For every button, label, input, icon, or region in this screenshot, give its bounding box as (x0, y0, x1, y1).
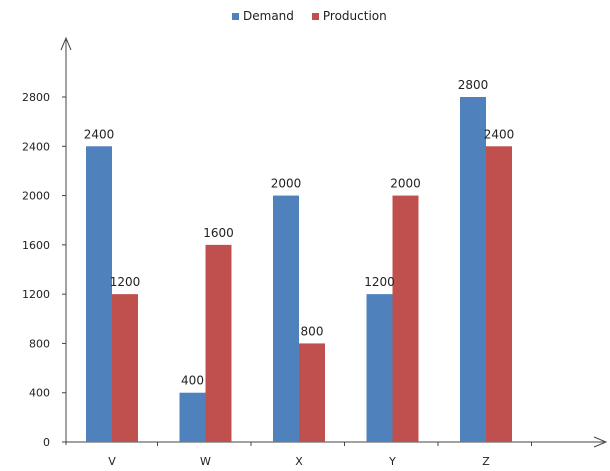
legend-swatch-demand (232, 12, 239, 20)
bar-production-w (205, 244, 232, 442)
legend-swatch-production (311, 12, 319, 20)
x-axis-arrow (593, 436, 608, 448)
data-label-production-v: 1200 (110, 275, 141, 289)
data-label-demand-v: 2400 (84, 127, 115, 141)
data-label-demand-x: 2000 (271, 177, 302, 191)
axes: 0 400 800 1200 1600 2000 2400 2800 V W X Y Z (22, 36, 608, 468)
bars (86, 97, 512, 443)
data-label-demand-z: 2800 (458, 78, 489, 92)
x-tick-label-x: X (295, 455, 303, 468)
y-tick-label: 1200 (22, 288, 50, 301)
y-tick-label: 400 (29, 387, 50, 400)
y-tick-label: 0 (43, 436, 50, 449)
data-label-production-z: 2400 (484, 127, 515, 141)
x-tick-label-y: Y (388, 455, 396, 468)
bar-production-v (112, 294, 138, 442)
y-tick-label: 1600 (22, 239, 50, 252)
bar-production-x (299, 343, 325, 442)
bar-production-z (486, 146, 512, 443)
y-tick-label: 2000 (22, 190, 50, 203)
data-label-production-w: 1600 (203, 226, 234, 240)
data-label-demand-w: 400 (181, 374, 204, 388)
legend-label-demand: Demand (243, 9, 294, 23)
bar-demand-v (86, 146, 112, 443)
legend-label-production: Production (322, 9, 387, 23)
data-label-production-x: 800 (301, 324, 324, 338)
legend: Demand Production (232, 9, 387, 23)
data-labels: 2400 1200 400 1600 2000 800 1200 2000 2800 2400 (84, 78, 515, 388)
y-tick-label: 800 (29, 337, 50, 350)
bar-demand-y (366, 294, 393, 442)
data-label-production-y: 2000 (390, 177, 421, 191)
x-tick-label-v: V (108, 455, 116, 468)
y-axis-arrow (60, 36, 72, 51)
data-label-demand-y: 1200 (364, 275, 395, 289)
legend-item-production: Production (311, 9, 387, 23)
bar-demand-z (460, 97, 486, 442)
bar-demand-x (273, 195, 299, 442)
y-tick-label: 2400 (22, 140, 50, 153)
y-tick-label: 2800 (22, 91, 50, 104)
x-tick-label-w: W (200, 455, 211, 468)
x-tick-label-z: Z (482, 455, 490, 468)
bar-production-y (392, 195, 419, 442)
bar-demand-w (179, 392, 206, 442)
legend-item-demand: Demand (232, 9, 294, 23)
